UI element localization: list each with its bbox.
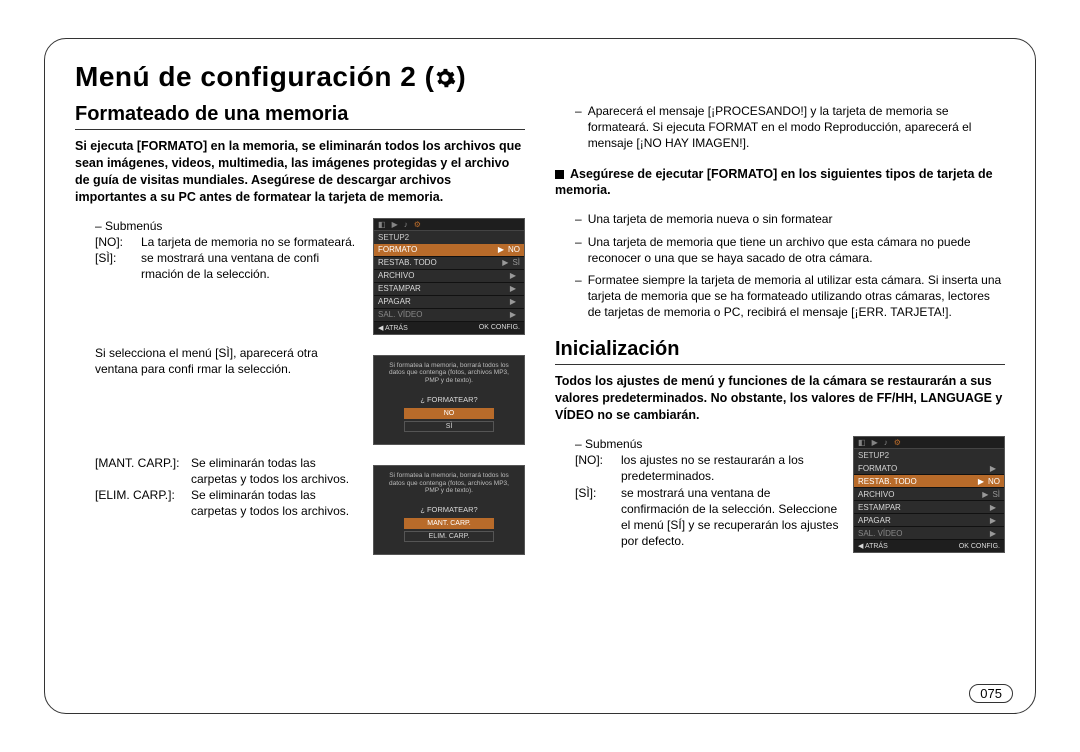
cam-row: SAL. VÍDEO▶ [854,527,1004,540]
dlg1-q: ¿ FORMATEAR? [384,395,514,404]
cam-row: ESTAMPAR▶ [374,283,524,296]
ensure-bullet-1: –Una tarjeta de memoria nueva o sin form… [555,211,1005,227]
submenu-no: [NO]: La tarjeta de memoria no se format… [75,234,361,250]
ensure-lead-text: Asegúrese de ejecutar [FORMATO] en los s… [555,167,993,198]
cam-row: APAGAR▶ [374,296,524,309]
cam-row: ESTAMPAR▶ [854,501,1004,514]
processing-text: Aparecerá el mensaje [¡PROCESANDO!] y la… [588,103,1005,152]
submenus-label: Submenús [75,218,361,234]
ensure-b2-text: Una tarjeta de memoria que tiene un arch… [588,234,1005,266]
right-column: – Aparecerá el mensaje [¡PROCESANDO!] y … [555,103,1005,555]
dlg1-note: Si formatea la memoria, borrará todos lo… [384,362,514,385]
submenus-label-2: Submenús [555,436,841,452]
ensure-b3-text: Formatee siempre la tarjeta de memoria a… [588,272,1005,321]
si-text-2: se mostrará una ventana de confirmación … [621,485,841,550]
cam-ok: OK CONFIG. [479,324,520,331]
cam-row: FORMATO▶ [854,462,1004,475]
ensure-b1-text: Una tarjeta de memoria nueva o sin forma… [588,211,833,227]
camera-menu-screenshot-left: ◧▶♪⚙ SETUP2 FORMATO▶NORESTAB. TODO▶SÌARC… [373,218,525,335]
init-submenu-block: Submenús [NO]: los ajustes no se restaur… [555,436,1005,553]
section-title-inicializacion: Inicialización [555,338,1005,365]
cam-bottom-bar: ◀ ATRÁS OK CONFIG. [374,322,524,334]
columns: Formateado de una memoria Si ejecuta [FO… [75,103,1005,555]
dialog-option: SÌ [404,421,494,432]
section-title-formateado: Formateado de una memoria [75,103,525,130]
ensure-bullet-2: –Una tarjeta de memoria que tiene un arc… [555,234,1005,266]
page-number: 075 [969,684,1013,703]
init-lead: Todos los ajustes de menú y funciones de… [555,373,1005,424]
dialog-option: ELIM. CARP. [404,531,494,542]
page-frame: Menú de configuración 2 () Formateado de… [44,38,1036,714]
key-si-2: [SÌ]: [575,485,621,550]
dialog-option: MANT. CARP. [404,518,494,529]
key-no: [NO]: [95,234,141,250]
title-text: Menú de configuración 2 ( [75,61,434,92]
submenu-si-2: [SÌ]: se mostrará una ventana de confirm… [555,485,841,550]
title-close: ) [456,61,466,92]
cam-tabs-2: ◧▶♪⚙ [854,437,1004,449]
confirm-block: Si selecciona el menú [SÌ], aparecerá ot… [75,345,525,445]
no-text-2: los ajustes no se restaurarán a los pred… [621,452,841,484]
ensure-bullet-3: –Formatee siempre la tarjeta de memoria … [555,272,1005,321]
cam-title-2: SETUP2 [854,449,1004,462]
elim-carp-row: [ELIM. CARP.]: Se eliminarán todas las c… [75,487,361,519]
confirm-text: Si selecciona el menú [SÌ], aparecerá ot… [75,345,361,377]
format-dialog-2: Si formatea la memoria, borrará todos lo… [373,465,525,555]
carp-block: [MANT. CARP.]: Se eliminarán todas las c… [75,455,525,555]
mant-label: [MANT. CARP.]: [95,455,191,487]
si-text: se mostrará una ventana de confi rmación… [141,250,361,282]
cam-row: RESTAB. TODO▶NO [854,475,1004,488]
formateado-lead: Si ejecuta [FORMATO] en la memoria, se e… [75,138,525,206]
page-title: Menú de configuración 2 () [75,61,1005,93]
no-text: La tarjeta de memoria no se formateará. [141,234,361,250]
elim-text: Se eliminarán todas las carpetas y todos… [191,487,361,519]
cam-row: ARCHIVO▶ [374,270,524,283]
left-column: Formateado de una memoria Si ejecuta [FO… [75,103,525,555]
dlg2-note: Si formatea la memoria, borrará todos lo… [384,472,514,495]
cam-bottom-bar-2: ◀ ATRÁS OK CONFIG. [854,540,1004,552]
cam-tabs: ◧▶♪⚙ [374,219,524,231]
key-no-2: [NO]: [575,452,621,484]
processing-bullet: – Aparecerá el mensaje [¡PROCESANDO!] y … [555,103,1005,152]
mant-text: Se eliminarán todas las carpetas y todos… [191,455,361,487]
format-dialog-1: Si formatea la memoria, borrará todos lo… [373,355,525,445]
cam-ok-2: OK CONFIG. [959,543,1000,550]
cam-row: SAL. VÍDEO▶ [374,309,524,322]
square-bullet-icon [555,170,564,179]
elim-label: [ELIM. CARP.]: [95,487,191,519]
cam-back: ◀ ATRÁS [378,324,408,332]
ensure-lead: Asegúrese de ejecutar [FORMATO] en los s… [555,166,1005,200]
cam-row: FORMATO▶NO [374,244,524,257]
cam-row: ARCHIVO▶SÌ [854,488,1004,501]
camera-menu-screenshot-right: ◧▶♪⚙ SETUP2 FORMATO▶RESTAB. TODO▶NOARCHI… [853,436,1005,553]
submenu-si: [SÌ]: se mostrará una ventana de confi r… [75,250,361,282]
cam-row: APAGAR▶ [854,514,1004,527]
cam-back-2: ◀ ATRÁS [858,542,888,550]
cam-title: SETUP2 [374,231,524,244]
key-si: [SÌ]: [95,250,141,282]
submenu-block: Submenús [NO]: La tarjeta de memoria no … [75,218,525,335]
gear-icon [434,61,456,92]
cam-row: RESTAB. TODO▶SÌ [374,257,524,270]
submenu-no-2: [NO]: los ajustes no se restaurarán a lo… [555,452,841,484]
mant-carp-row: [MANT. CARP.]: Se eliminarán todas las c… [75,455,361,487]
dialog-option: NO [404,408,494,419]
dlg2-q: ¿ FORMATEAR? [384,505,514,514]
